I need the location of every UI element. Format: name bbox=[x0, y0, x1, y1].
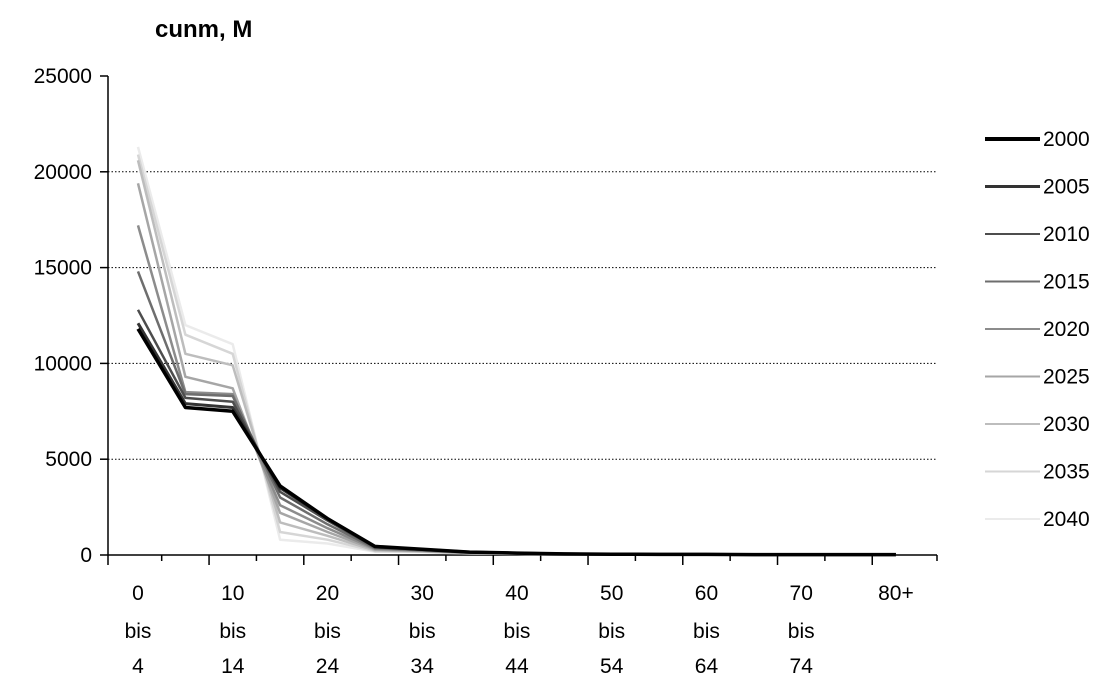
series-line-2025 bbox=[136, 183, 896, 556]
x-tick-label: 60 bbox=[695, 582, 718, 605]
legend: 2000 2005 2010 2015 2020 2025 2030 2035 2040 bbox=[985, 128, 1090, 531]
series-line-2015 bbox=[136, 270, 896, 556]
x-tick-label: bis bbox=[598, 620, 625, 643]
x-tick-label: bis bbox=[409, 620, 436, 643]
legend-label-2030: 2030 bbox=[1043, 413, 1090, 436]
chart-title: cunm, M bbox=[155, 16, 252, 43]
x-tick-label: bis bbox=[504, 620, 531, 643]
x-tick-label: bis bbox=[219, 620, 246, 643]
x-tick-label: 80+ bbox=[878, 582, 914, 605]
x-tick-label: 70 bbox=[790, 582, 813, 605]
y-tick-label: 0 bbox=[80, 544, 92, 567]
x-tick-label: 10 bbox=[221, 582, 244, 605]
x-tick-label: 64 bbox=[695, 655, 719, 677]
x-tick-label: bis bbox=[314, 620, 341, 643]
legend-label-2040: 2040 bbox=[1043, 508, 1090, 531]
x-tick-label: 4 bbox=[132, 655, 144, 677]
x-tick-label: 40 bbox=[505, 582, 528, 605]
series-lines bbox=[136, 146, 896, 557]
series-line-2020 bbox=[136, 225, 896, 556]
x-tick-label: 30 bbox=[411, 582, 434, 605]
y-tick-label: 20000 bbox=[34, 161, 92, 184]
x-tick-label: bis bbox=[788, 620, 815, 643]
x-tick-label: 0 bbox=[132, 582, 144, 605]
x-tick-label: bis bbox=[693, 620, 720, 643]
gridlines bbox=[108, 171, 937, 460]
x-tick-label: 24 bbox=[316, 655, 340, 677]
legend-label-2015: 2015 bbox=[1043, 271, 1090, 294]
legend-label-2000: 2000 bbox=[1043, 128, 1090, 151]
series-line-2040 bbox=[136, 146, 896, 556]
series-line-2035 bbox=[136, 154, 896, 556]
legend-label-2010: 2010 bbox=[1043, 223, 1090, 246]
y-tick-label: 5000 bbox=[45, 448, 92, 471]
axes: 0 5000 10000 15000 20000 25000 0 bis 4 10 bis 14 20 b… bbox=[34, 65, 938, 678]
legend-label-2035: 2035 bbox=[1043, 461, 1090, 484]
legend-label-2005: 2005 bbox=[1043, 176, 1090, 199]
series-line-2000 bbox=[136, 327, 896, 557]
series-line-2030 bbox=[136, 160, 896, 556]
y-tick-label: 25000 bbox=[34, 65, 92, 88]
y-tick-label: 10000 bbox=[34, 352, 92, 375]
x-tick-label: 20 bbox=[316, 582, 339, 605]
x-tick-label: 50 bbox=[600, 582, 623, 605]
x-tick-label: 74 bbox=[790, 655, 814, 677]
legend-label-2020: 2020 bbox=[1043, 318, 1090, 341]
y-tick-label: 15000 bbox=[34, 257, 92, 280]
legend-label-2025: 2025 bbox=[1043, 366, 1090, 389]
x-tick-label: 54 bbox=[600, 655, 624, 677]
x-tick-label: 34 bbox=[411, 655, 435, 677]
x-tick-label: bis bbox=[125, 620, 152, 643]
x-tick-label: 14 bbox=[221, 655, 245, 677]
x-tick-label: 44 bbox=[505, 655, 529, 677]
